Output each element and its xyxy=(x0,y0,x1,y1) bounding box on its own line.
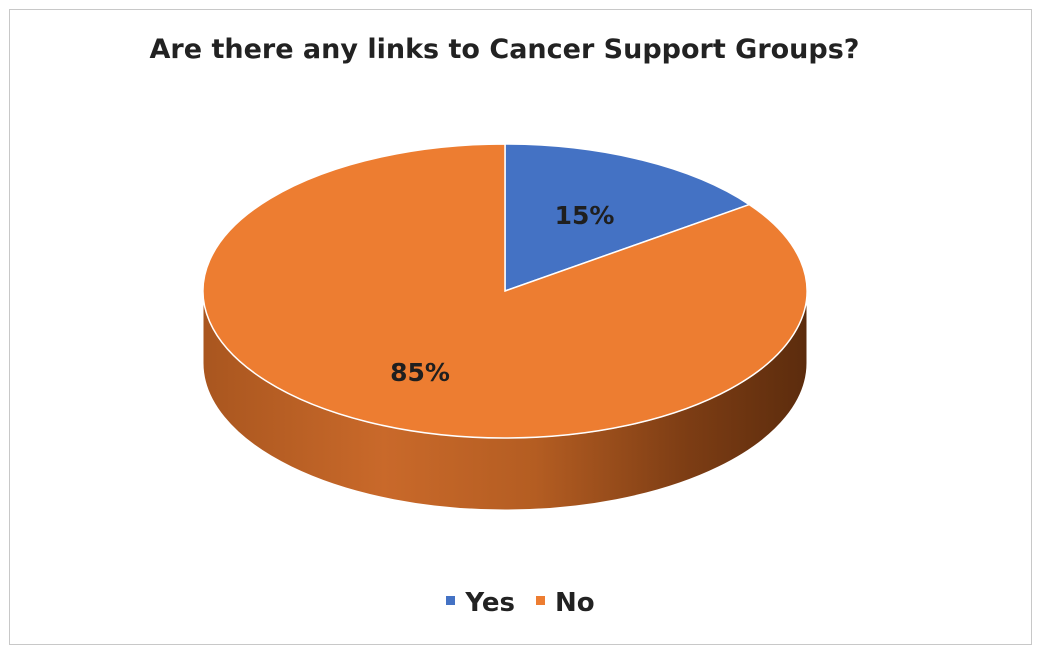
legend-item-yes: Yes xyxy=(446,588,515,618)
pie-slice-no xyxy=(202,143,808,439)
data-label-yes: 15% xyxy=(555,201,615,230)
legend-swatch-yes xyxy=(446,596,456,605)
chart-title: Are there any links to Cancer Support Gr… xyxy=(149,34,860,65)
legend-label-yes: Yes xyxy=(465,588,515,618)
data-label-no: 85% xyxy=(390,358,450,387)
legend-item-no: No xyxy=(536,588,595,618)
legend-label-no: No xyxy=(555,588,595,618)
legend: Yes No xyxy=(0,588,1041,618)
pie-slice-yes xyxy=(504,143,751,293)
legend-swatch-no xyxy=(536,596,545,605)
